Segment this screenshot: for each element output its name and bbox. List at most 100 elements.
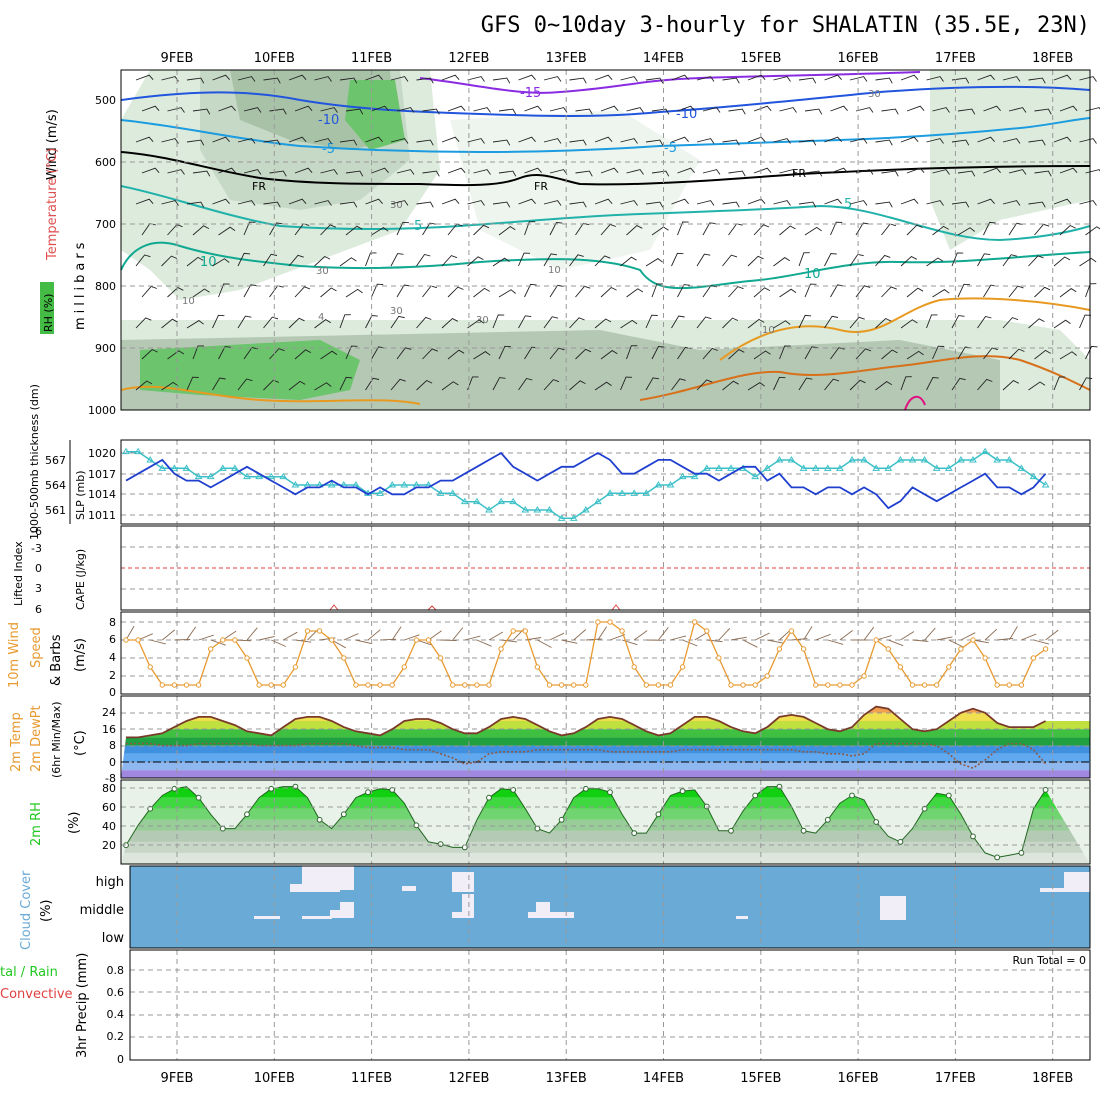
slp-ylabel-slp: SLP (mb) — [74, 470, 87, 520]
upper-barb-356 — [498, 345, 511, 360]
upper-barb-320 — [543, 316, 559, 329]
thickness-point-23 — [400, 481, 409, 488]
upper-barb-59 — [677, 105, 695, 112]
upper-barb-292 — [804, 283, 817, 298]
temp-ylabel-c: (6hr Min/Max) — [50, 701, 63, 778]
upper-barb-307 — [212, 314, 225, 329]
thickness-point-4 — [170, 464, 179, 471]
wind10m-barb-56 — [803, 626, 813, 641]
upper-barb-99 — [722, 139, 740, 146]
cloud-high-5 — [1040, 888, 1070, 892]
upper-barb-350 — [345, 345, 358, 360]
wind10m-barb-67 — [936, 636, 953, 641]
wind10m-point-74 — [1018, 682, 1025, 688]
wind10m-barb-35 — [549, 632, 565, 641]
rh-point-20 — [365, 789, 371, 796]
upper-barb-194 — [243, 221, 256, 236]
temp-tick-16: 16 — [102, 723, 116, 736]
thickness-point-31 — [497, 497, 505, 505]
upper-barb-209 — [626, 225, 643, 236]
upper-barb-95 — [620, 138, 638, 144]
upper-barb-377 — [1034, 349, 1051, 360]
upper-barb-137 — [728, 170, 746, 177]
thickness-point-54 — [775, 456, 784, 463]
temp-band-2 — [121, 721, 1090, 730]
contour-label-p4: 4 — [318, 312, 324, 323]
contour-label-m15: -15 — [520, 86, 541, 101]
cloud-frame — [129, 865, 1091, 949]
wind10m-series — [123, 619, 1049, 688]
upper-barb-200 — [396, 221, 409, 236]
wind10m-point-69 — [958, 646, 964, 652]
wind10m-barb-6 — [198, 634, 214, 641]
wind10m-barb-73 — [1008, 626, 1018, 641]
top-date-14FEB: 14FEB — [643, 51, 684, 66]
upper-barb-323 — [620, 319, 638, 329]
temp-band-4 — [121, 737, 1090, 746]
contour-label-p10b: 10 — [804, 267, 821, 282]
wind10m-barb-22 — [391, 626, 402, 641]
upper-barb-74 — [1059, 105, 1078, 112]
rh-point-18 — [340, 811, 347, 818]
upper-barb-110 — [1002, 138, 1021, 144]
wind10m-point-15 — [304, 628, 311, 634]
wind10m-point-55 — [788, 628, 795, 634]
upper-barb-102 — [798, 139, 817, 146]
rh-label-30e: 30 — [868, 89, 881, 100]
upper-barb-287 — [677, 284, 691, 298]
upper-barb-253 — [773, 257, 791, 267]
wind10m-barb-11 — [258, 635, 275, 641]
rh-point-72 — [994, 854, 1001, 861]
upper-barb-294 — [855, 285, 871, 298]
upper-barb-147 — [983, 167, 1001, 174]
wind-tick-2: 2 — [109, 669, 116, 682]
upper-barb-310 — [288, 317, 305, 329]
upper-barb-318 — [492, 314, 505, 329]
upper-barb-275 — [371, 283, 384, 298]
wind10m-barb-76 — [1045, 629, 1059, 641]
rh-point-76 — [1042, 787, 1049, 793]
wind10m-point-70 — [970, 637, 976, 643]
upper-barb-9 — [365, 74, 383, 81]
temp-tick-8: 8 — [109, 739, 116, 752]
upper-barb-204 — [498, 226, 516, 236]
upper-barb-32 — [951, 77, 970, 84]
wind10m-point-24 — [413, 637, 420, 643]
upper-barb-2 — [186, 77, 205, 84]
upper-barb-134 — [651, 170, 670, 177]
wind10m-point-0 — [123, 637, 129, 643]
upper-barb-201 — [422, 222, 436, 236]
upper-barb-39 — [167, 107, 185, 113]
wind10m-barb-10 — [246, 627, 258, 641]
upper-barb-328 — [747, 318, 765, 329]
wind-tick-0: 0 — [109, 686, 116, 699]
contour-label-m10a: -10 — [318, 113, 339, 128]
cape-ylabel-li: Lifted Index — [12, 541, 25, 606]
rh-frame — [120, 779, 1091, 865]
upper-barb-211 — [677, 221, 689, 236]
upper-barb-155 — [212, 198, 230, 205]
temp-tick-m8: -8 — [105, 772, 116, 785]
wind10m-point-59 — [837, 682, 843, 688]
wind10m-barb-2 — [150, 639, 166, 645]
temp-tick-0: 0 — [109, 756, 116, 769]
slp-tick-1014: 1014 — [88, 488, 116, 501]
upper-barb-140 — [804, 170, 823, 177]
top-date-15FEB: 15FEB — [740, 51, 781, 66]
thickness-point-71 — [981, 447, 989, 455]
upper-barb-361 — [626, 345, 638, 360]
rh-ylabel: 2m RH — [29, 802, 44, 846]
thickness-point-33 — [521, 506, 530, 513]
rh-shade-7 — [140, 340, 360, 400]
upper-barb-362 — [651, 346, 665, 360]
upper-barb-15 — [518, 74, 536, 81]
wind10m-barb-51 — [742, 639, 758, 648]
upper-barb-65 — [830, 105, 848, 112]
upper-barb-88 — [441, 136, 460, 143]
bottom-date-15FEB: 15FEB — [740, 1071, 781, 1086]
wind10m-barb-26 — [440, 639, 457, 642]
upper-barb-326 — [696, 316, 712, 329]
upper-barb-243 — [518, 252, 531, 267]
upper-barb-327 — [722, 317, 739, 329]
